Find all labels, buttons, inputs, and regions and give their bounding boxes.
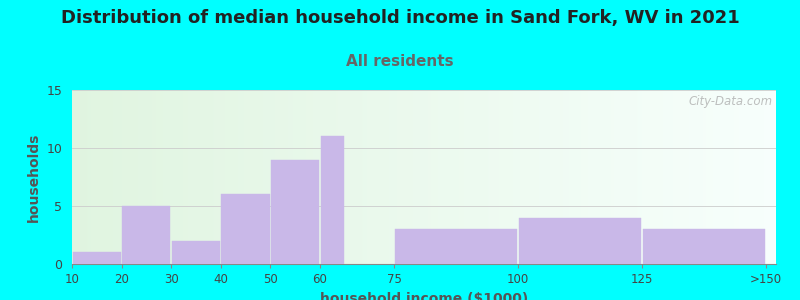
- X-axis label: household income ($1000): household income ($1000): [320, 292, 528, 300]
- Bar: [222, 194, 270, 264]
- Bar: [73, 252, 121, 264]
- Text: Distribution of median household income in Sand Fork, WV in 2021: Distribution of median household income …: [61, 9, 739, 27]
- Bar: [321, 136, 344, 264]
- Bar: [172, 241, 220, 264]
- Text: All residents: All residents: [346, 54, 454, 69]
- Bar: [643, 229, 766, 264]
- Bar: [122, 206, 170, 264]
- Bar: [395, 229, 518, 264]
- Bar: [271, 160, 319, 264]
- Bar: [519, 218, 642, 264]
- Text: City-Data.com: City-Data.com: [688, 95, 773, 108]
- Y-axis label: households: households: [27, 132, 41, 222]
